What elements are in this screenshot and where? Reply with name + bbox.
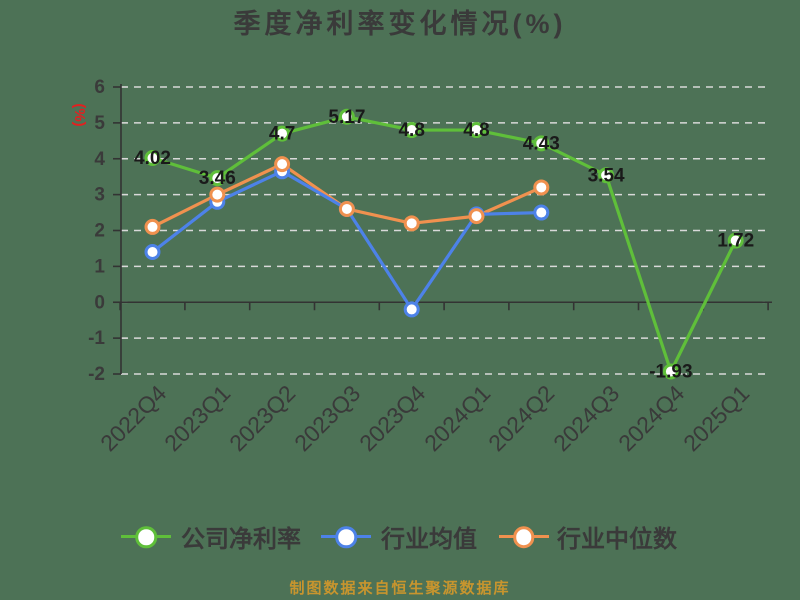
svg-text:0: 0 [94,292,105,313]
svg-text:4.8: 4.8 [463,120,489,141]
svg-text:-1: -1 [88,328,105,349]
svg-text:4.43: 4.43 [523,133,560,154]
svg-text:-2: -2 [88,364,105,385]
svg-text:3.54: 3.54 [588,165,625,186]
svg-text:3.46: 3.46 [199,168,236,189]
svg-text:5.17: 5.17 [328,107,365,128]
svg-text:4.7: 4.7 [269,124,295,145]
svg-text:4: 4 [94,149,105,170]
svg-text:4.8: 4.8 [398,120,424,141]
svg-text:1.72: 1.72 [717,231,754,252]
svg-text:4.02: 4.02 [134,148,171,169]
svg-text:3: 3 [94,185,105,206]
svg-text:5: 5 [94,113,105,134]
svg-text:6: 6 [94,77,105,98]
svg-text:1: 1 [94,256,105,277]
svg-text:2: 2 [94,221,105,242]
